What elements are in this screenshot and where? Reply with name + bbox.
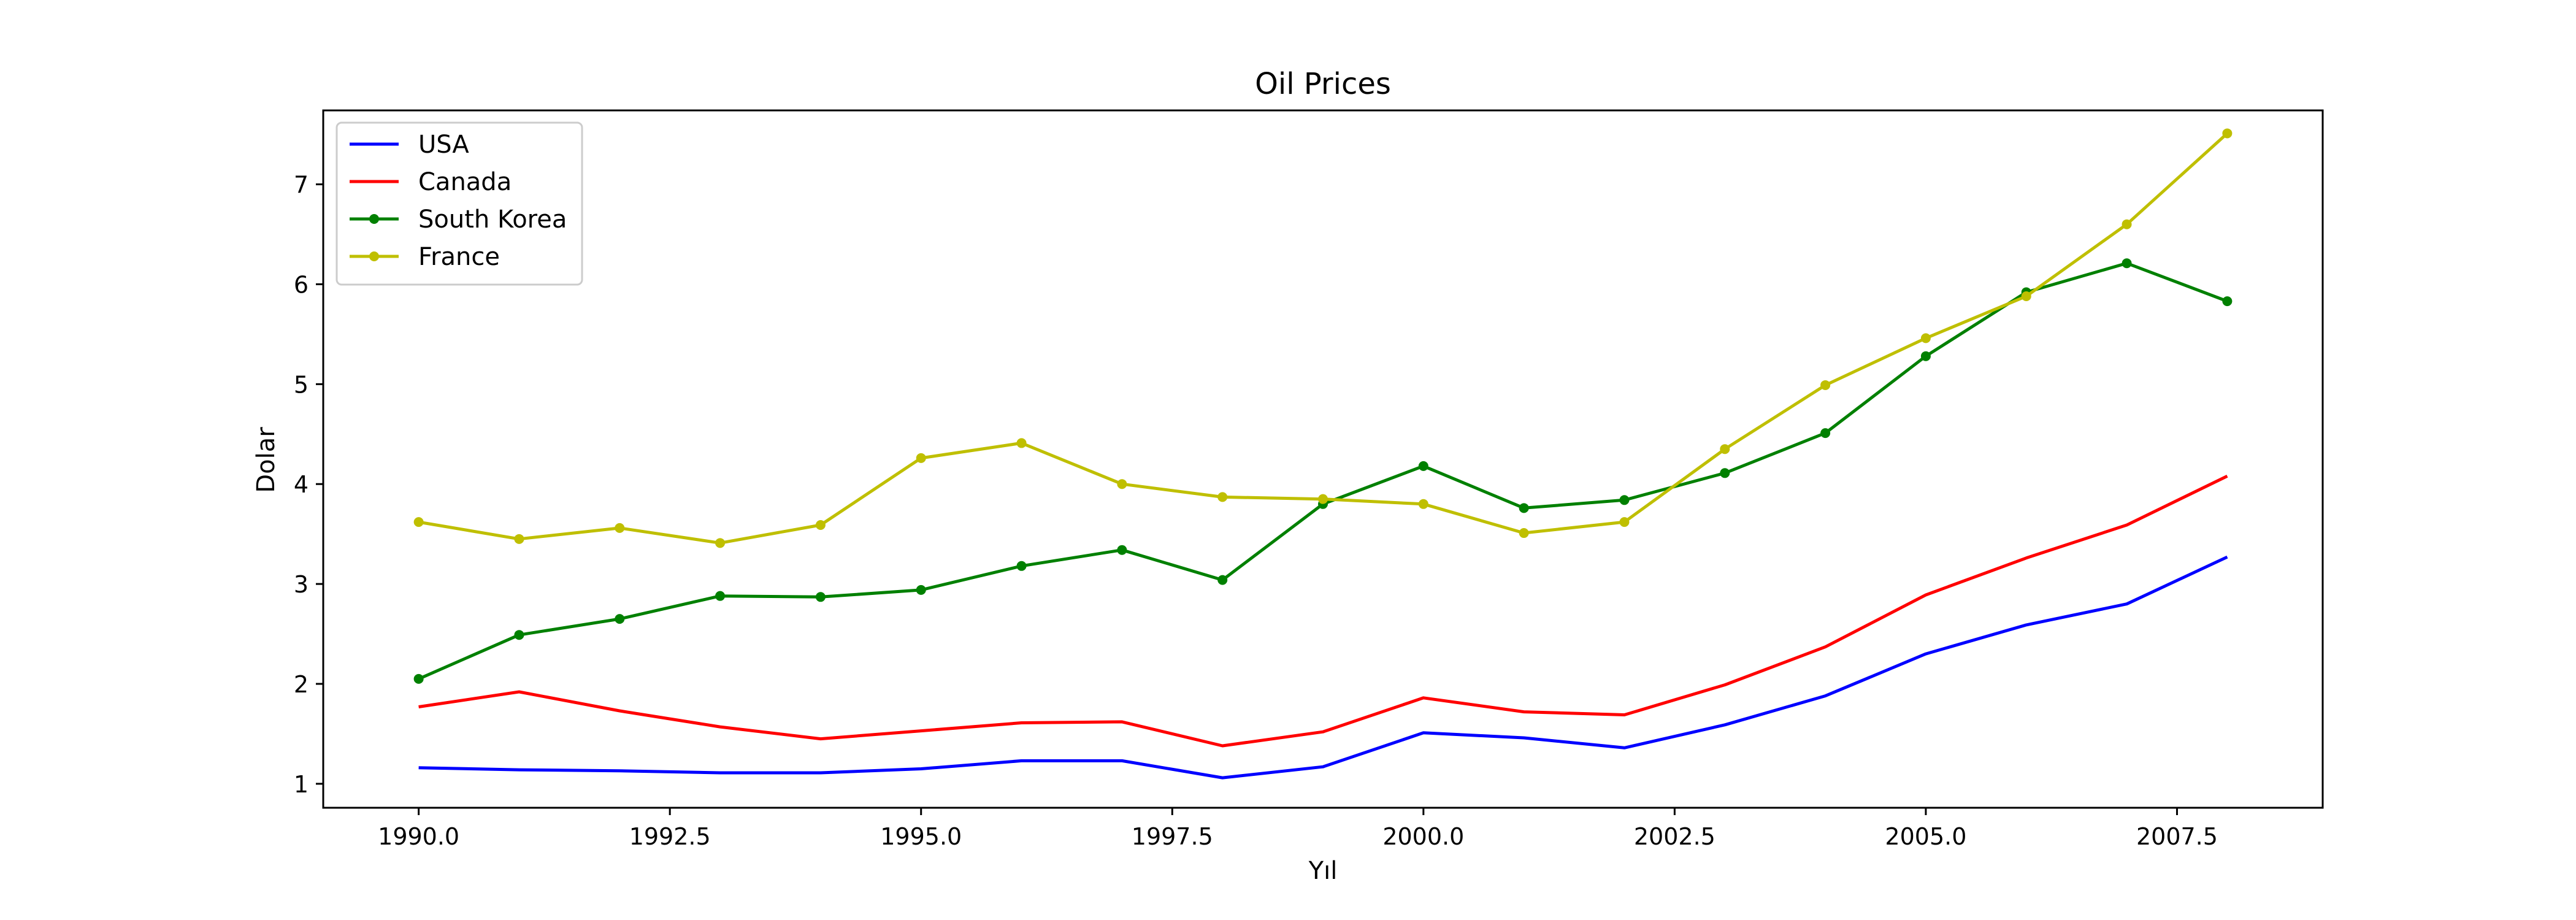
data-point-france bbox=[1117, 479, 1127, 489]
data-point-france bbox=[2122, 219, 2132, 229]
data-point-south-korea bbox=[1619, 495, 1630, 505]
data-point-france bbox=[1318, 494, 1328, 504]
x-tick-label: 1992.5 bbox=[629, 823, 711, 850]
data-point-france bbox=[1619, 517, 1630, 527]
data-point-france bbox=[1217, 492, 1228, 502]
x-axis-label: Yıl bbox=[1308, 857, 1338, 885]
y-tick-label: 2 bbox=[294, 671, 309, 698]
x-tick-label: 2005.0 bbox=[1885, 823, 1966, 850]
data-point-south-korea bbox=[413, 673, 424, 684]
axes-frame bbox=[322, 109, 2324, 809]
legend-label-usa: USA bbox=[418, 131, 469, 159]
legend-label-france: France bbox=[418, 243, 500, 271]
chart-title: Oil Prices bbox=[1255, 67, 1391, 101]
legend-marker-france bbox=[369, 251, 379, 261]
data-point-france bbox=[1720, 444, 1730, 454]
data-point-france bbox=[1820, 380, 1831, 390]
data-point-france bbox=[916, 453, 926, 463]
legend-label-south-korea: South Korea bbox=[418, 205, 567, 234]
data-point-south-korea bbox=[1720, 468, 1730, 478]
x-axis-ticks: 1990.0 1992.5 1995.0 1997.5 2000.0 2002.5 2005… bbox=[378, 808, 2218, 850]
data-point-south-korea bbox=[514, 630, 524, 640]
series-line-usa bbox=[418, 555, 2228, 780]
data-point-france bbox=[514, 534, 524, 544]
data-point-south-korea bbox=[615, 614, 625, 624]
y-tick-label: 3 bbox=[294, 571, 309, 598]
legend-marker-south-korea bbox=[369, 214, 379, 224]
x-tick-label: 2007.5 bbox=[2136, 823, 2218, 850]
data-point-south-korea bbox=[2122, 258, 2132, 269]
y-tick-label: 6 bbox=[294, 271, 309, 298]
data-point-south-korea bbox=[1820, 428, 1831, 439]
legend: USA Canada South Korea France bbox=[335, 121, 583, 286]
data-point-france bbox=[413, 517, 424, 527]
y-tick-label: 4 bbox=[294, 471, 309, 498]
legend-box bbox=[335, 121, 583, 286]
y-tick-label: 1 bbox=[294, 771, 309, 798]
data-point-south-korea bbox=[1418, 461, 1428, 471]
data-point-france bbox=[1016, 438, 1027, 448]
data-point-france bbox=[2222, 128, 2233, 139]
data-point-france bbox=[815, 520, 826, 531]
x-tick-label: 1995.0 bbox=[880, 823, 962, 850]
series-layer bbox=[413, 128, 2233, 780]
x-tick-label: 1997.5 bbox=[1132, 823, 1213, 850]
data-point-france bbox=[615, 523, 625, 533]
data-point-france bbox=[1920, 333, 1931, 343]
data-point-south-korea bbox=[1016, 561, 1027, 571]
y-tick-label: 7 bbox=[294, 172, 309, 199]
series-line-canada bbox=[418, 474, 2228, 748]
data-point-france bbox=[2021, 291, 2031, 301]
x-tick-label: 2000.0 bbox=[1382, 823, 1464, 850]
x-tick-label: 1990.0 bbox=[378, 823, 459, 850]
data-point-south-korea bbox=[815, 592, 826, 602]
data-point-south-korea bbox=[2222, 296, 2233, 307]
data-point-south-korea bbox=[1920, 351, 1931, 361]
data-point-france bbox=[1519, 528, 1529, 539]
data-point-france bbox=[1418, 499, 1428, 509]
data-point-france bbox=[715, 538, 726, 548]
data-point-south-korea bbox=[715, 591, 726, 601]
y-axis-label: Dolar bbox=[252, 427, 280, 493]
data-point-south-korea bbox=[916, 585, 926, 595]
legend-label-canada: Canada bbox=[418, 168, 512, 196]
y-axis-ticks: 1 2 3 4 5 6 7 bbox=[294, 172, 323, 798]
data-point-south-korea bbox=[1519, 503, 1529, 513]
data-point-south-korea bbox=[1217, 575, 1228, 585]
data-point-south-korea bbox=[1117, 545, 1127, 555]
y-tick-label: 5 bbox=[294, 371, 309, 398]
x-tick-label: 2002.5 bbox=[1634, 823, 1715, 850]
